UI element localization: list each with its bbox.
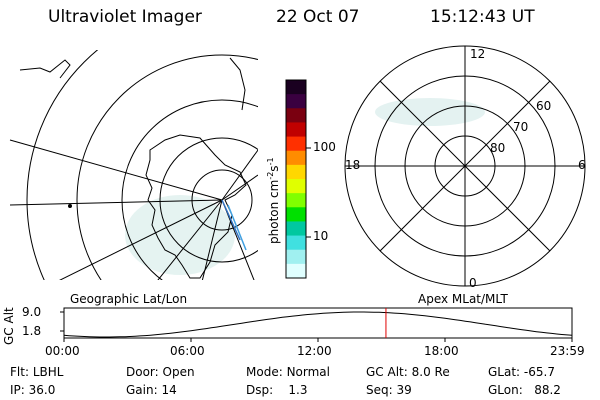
glat-label: GLat: xyxy=(488,365,521,379)
altitude-ytick-low: 1.8 xyxy=(22,324,42,338)
colorbar-swatch xyxy=(286,249,306,265)
glon-value: 88.2 xyxy=(534,383,561,397)
gcalt-label: GC Alt: xyxy=(366,365,408,379)
apex-panel-caption: Apex MLat/MLT xyxy=(418,292,508,306)
mlat-label-60: 60 xyxy=(536,99,552,113)
mlat-label-70: 70 xyxy=(513,120,529,134)
colorbar-tick-100: 100 xyxy=(313,140,336,154)
time-tick-2359: 23:59 xyxy=(550,344,585,358)
mlt-label-0: 0 xyxy=(469,276,477,290)
colorbar-swatch xyxy=(286,221,306,237)
time-label: 15:12:43 UT xyxy=(430,7,535,27)
time-tick-1800: 18:00 xyxy=(424,344,459,358)
ip-label: IP: xyxy=(10,383,25,397)
seq-value: 39 xyxy=(396,383,412,397)
colorbar-swatch xyxy=(286,193,306,208)
colorbar-tick-10: 10 xyxy=(313,229,329,243)
ip-field: IP: 36.0 xyxy=(10,383,55,397)
colorbar-swatch xyxy=(286,94,306,109)
glon-field: GLon: 88.2 xyxy=(488,383,561,397)
door-label: Door: xyxy=(126,365,159,379)
gain-value: 14 xyxy=(161,383,177,397)
mlat-label-80: 80 xyxy=(490,141,506,155)
colorbar-swatch xyxy=(286,235,306,251)
dsp-value: 1.3 xyxy=(288,383,308,397)
colorbar-swatch xyxy=(286,150,306,166)
mlt-label-12: 12 xyxy=(470,47,486,61)
time-tick-0000: 00:00 xyxy=(45,344,80,358)
gain-field: Gain: 14 xyxy=(126,383,177,397)
colorbar-swatch xyxy=(286,108,306,123)
gcalt-field: GC Alt: 8.0 Re xyxy=(366,365,450,379)
flt-field: Flt: LBHL xyxy=(10,365,63,379)
gcalt-value: 8.0 Re xyxy=(411,365,450,379)
glon-label: GLon: xyxy=(488,383,523,397)
door-value: Open xyxy=(162,365,195,379)
altitude-ytick-high: 9.0 xyxy=(22,305,42,319)
flt-label: Flt: xyxy=(10,365,29,379)
instrument-title: Ultraviolet Imager xyxy=(48,7,202,27)
ip-value: 36.0 xyxy=(28,383,56,397)
altitude-ylabel: GC Alt xyxy=(2,307,16,345)
aurora-glow xyxy=(125,195,235,275)
colorbar-swatch xyxy=(286,179,306,194)
glat-value: -65.7 xyxy=(523,365,555,379)
flt-value: LBHL xyxy=(32,365,64,379)
date-label: 22 Oct 07 xyxy=(276,7,360,27)
gain-label: Gain: xyxy=(126,383,158,397)
mode-value: Normal xyxy=(286,365,330,379)
colorbar-swatch xyxy=(286,207,306,222)
glat-field: GLat: -65.7 xyxy=(488,365,555,379)
mode-label: Mode: xyxy=(246,365,283,379)
dsp-label: Dsp: xyxy=(246,383,274,397)
seq-label: Seq: xyxy=(366,383,393,397)
geo-panel-caption: Geographic Lat/Lon xyxy=(70,292,188,306)
colorbar-swatch xyxy=(286,122,306,138)
colorbar-swatch xyxy=(286,136,306,152)
colorbar-swatch xyxy=(286,164,306,180)
time-tick-0600: 06:00 xyxy=(170,344,205,358)
mode-field: Mode: Normal xyxy=(246,365,330,379)
mlt-label-6: 6 xyxy=(578,158,586,172)
dsp-field: Dsp: 1.3 xyxy=(246,383,308,397)
mlt-label-18: 18 xyxy=(345,158,361,172)
time-tick-1200: 12:00 xyxy=(297,344,332,358)
seq-field: Seq: 39 xyxy=(366,383,412,397)
door-field: Door: Open xyxy=(126,365,195,379)
colorbar-swatch xyxy=(286,80,306,95)
colorbar-swatch xyxy=(286,263,306,279)
